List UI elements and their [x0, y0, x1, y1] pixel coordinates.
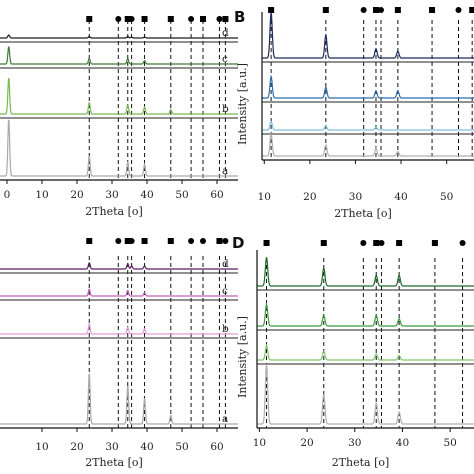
circle-marker: [377, 7, 384, 13]
square-marker: [200, 16, 206, 22]
circle-marker: [128, 238, 135, 244]
x-tick-label: 50: [443, 437, 456, 449]
trace-label: d: [222, 258, 229, 270]
x-axis-label: 2Theta [o]: [85, 205, 143, 218]
square-marker: [222, 16, 229, 22]
square-marker: [167, 16, 174, 22]
xrd-trace-a: [0, 373, 238, 425]
square-marker: [86, 238, 93, 244]
square-marker: [322, 7, 329, 13]
circle-marker: [455, 7, 462, 13]
x-tick-label: 30: [105, 441, 118, 453]
x-tick-label: 40: [140, 441, 153, 453]
circle-marker: [360, 7, 367, 13]
xrd-trace-3: [262, 120, 474, 131]
x-tick-label: 50: [175, 441, 188, 453]
x-tick-label: 60: [210, 189, 223, 201]
panel-label: D: [232, 234, 244, 252]
x-tick-label: 30: [105, 189, 118, 201]
circle-marker: [360, 240, 367, 246]
circle-marker: [115, 238, 122, 244]
square-marker: [263, 240, 270, 246]
x-axis-label: 2Theta [o]: [85, 456, 143, 469]
square-marker: [268, 7, 275, 13]
circle-marker: [200, 238, 206, 244]
y-axis-label: Intensity [a.u.]: [236, 63, 249, 145]
circle-marker: [188, 238, 195, 244]
trace-label: c: [222, 285, 228, 297]
square-marker: [469, 7, 474, 13]
x-tick-label: 50: [440, 191, 453, 203]
xrd-trace-c: [0, 46, 238, 65]
x-tick-label: 10: [35, 189, 48, 201]
x-tick-label: 10: [253, 437, 266, 449]
square-marker: [141, 16, 148, 22]
xrd-trace-c: [0, 288, 238, 297]
circle-marker: [459, 240, 466, 246]
square-marker: [320, 240, 327, 246]
x-tick-label: 30: [348, 437, 361, 449]
xrd-trace-d: [0, 34, 238, 39]
xrd-trace-3: [257, 343, 474, 361]
circle-marker: [222, 238, 229, 244]
circle-marker: [378, 240, 385, 246]
x-axis-label: 2Theta [o]: [332, 456, 390, 469]
x-tick-label: 60: [210, 441, 223, 453]
x-tick-label: 40: [394, 191, 407, 203]
x-tick-label: 50: [175, 189, 188, 201]
x-tick-label: 20: [70, 441, 83, 453]
square-marker: [141, 238, 148, 244]
x-tick-label: 20: [70, 189, 83, 201]
x-tick-label: 40: [396, 437, 409, 449]
xrd-trace-1: [262, 12, 474, 59]
square-marker: [431, 240, 438, 246]
square-marker: [167, 238, 174, 244]
circle-marker: [128, 16, 135, 22]
square-marker: [86, 16, 93, 22]
circle-marker: [216, 16, 223, 22]
x-tick-label: 20: [303, 191, 316, 203]
trace-label: b: [222, 323, 229, 335]
square-marker: [394, 7, 401, 13]
xrd-trace-b: [0, 323, 238, 335]
panel-label: B: [234, 8, 245, 26]
trace-label: a: [222, 413, 228, 425]
xrd-trace-4: [262, 132, 474, 157]
xrd-panel-1: d c b a 0 10 20 30 40 50 60 2Theta [o]: [0, 16, 238, 218]
square-marker: [216, 238, 223, 244]
x-tick-label: 10: [258, 191, 271, 203]
xrd-trace-2: [257, 302, 474, 327]
square-marker: [429, 7, 436, 13]
xrd-trace-b: [0, 78, 238, 115]
circle-marker: [188, 16, 195, 22]
square-marker: [124, 16, 131, 22]
square-marker: [396, 240, 403, 246]
x-tick-label: 30: [349, 191, 362, 203]
square-marker: [373, 240, 380, 246]
x-tick-label: 10: [35, 441, 48, 453]
x-tick-label: 20: [300, 437, 313, 449]
trace-label: b: [222, 103, 229, 115]
circle-marker: [115, 16, 122, 22]
xrd-trace-2: [262, 74, 474, 99]
xrd-panel-3: d c b a 10 20 30 40 50 60 2Theta [o]: [0, 238, 238, 469]
xrd-trace-1: [257, 257, 474, 287]
x-tick-label: 40: [140, 189, 153, 201]
xrd-trace-d: [0, 262, 238, 270]
x-axis-label: 2Theta [o]: [334, 207, 392, 220]
xrd-trace-4: [257, 363, 474, 425]
trace-label: c: [222, 53, 228, 65]
square-marker: [372, 7, 379, 13]
square-marker: [124, 238, 131, 244]
y-axis-label: Intensity [a.u.]: [236, 316, 249, 398]
trace-label: a: [222, 165, 228, 177]
x-tick-label: 0: [4, 189, 11, 201]
xrd-panel-4: Intensity [a.u.] 10 20 30 40 50 2Theta [o] D: [232, 234, 474, 469]
xrd-trace-a: [0, 119, 238, 177]
trace-label: d: [222, 27, 229, 39]
xrd-panel-2: Intensity [a.u.] 10 20 30 40 50 2Theta [o] B: [234, 7, 474, 220]
